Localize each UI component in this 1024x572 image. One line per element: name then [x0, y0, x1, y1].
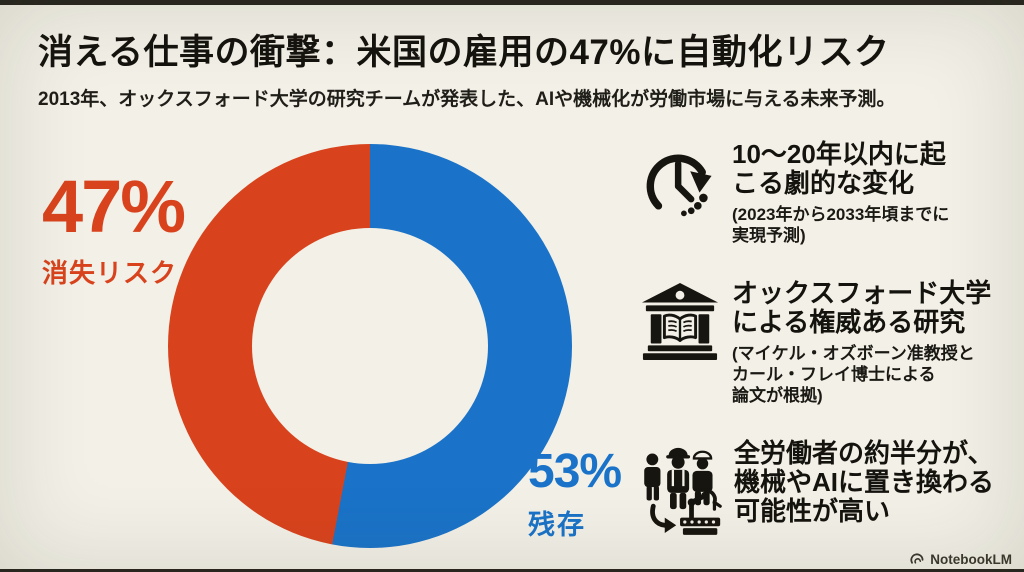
- university-building-icon: [638, 279, 722, 361]
- fact-workers-title-line1: 全労働者の約半分が、: [734, 438, 994, 468]
- fact-timeframe-sub-line2: 実現予測): [732, 226, 806, 246]
- notebooklm-logo-icon: [910, 553, 924, 564]
- fact-workers-title-line2: 機械やAIに置き換わる: [734, 467, 995, 498]
- fact-oxford-sub-line2: カール・フレイ博士による: [732, 365, 936, 385]
- watermark-label: NotebookLM: [930, 552, 1012, 567]
- fact-oxford-research: オックスフォード大学 による権威ある研究 (マイケル・オズボーン准教授と カール…: [638, 278, 1024, 406]
- clock-arrow-icon: [638, 140, 722, 228]
- fact-workers-replaced: 全労働者の約半分が、 機械やAIに置き換わる 可能性が高い: [638, 438, 1024, 535]
- fact-oxford-sub-line1: (マイケル・オズボーン准教授と: [732, 344, 975, 364]
- risk-value: 47%: [42, 165, 186, 248]
- fact-workers-title-line3: 可能性が高い: [734, 496, 891, 527]
- fact-timeframe-sub-line1: (2023年から2033年頃までに: [732, 205, 950, 225]
- remain-callout: 53% 残存: [528, 445, 622, 542]
- top-edge-bar: [0, 0, 1024, 5]
- risk-callout: 47% 消失リスク: [42, 165, 186, 290]
- remain-caption: 残存: [528, 510, 586, 540]
- remain-value: 53%: [528, 445, 622, 498]
- donut-chart: [168, 144, 572, 548]
- page-title: 消える仕事の衝撃：米国の雇用の47%に自動化リスク: [38, 33, 890, 72]
- donut-hole: [252, 228, 488, 464]
- risk-caption: 消失リスク: [42, 258, 178, 288]
- notebooklm-watermark: NotebookLM: [910, 552, 1012, 567]
- fact-timeframe-title-line1: 10〜20年以内に起: [732, 139, 946, 169]
- fact-oxford-title-line2: による権威ある研究: [732, 307, 966, 338]
- fact-timeframe-title-line2: こる劇的な変化: [732, 168, 915, 199]
- bottom-edge-bar: [0, 569, 1024, 572]
- fact-oxford-text: オックスフォード大学 による権威ある研究 (マイケル・オズボーン准教授と カール…: [732, 278, 992, 406]
- fact-workers-text: 全労働者の約半分が、 機械やAIに置き換わる 可能性が高い: [734, 438, 995, 527]
- page-subtitle: 2013年、オックスフォード大学の研究チームが発表した、AIや機械化が労働市場に…: [38, 89, 896, 110]
- fact-oxford-title-line1: オックスフォード大学: [732, 278, 992, 308]
- fact-oxford-sub-line3: 論文が根拠): [732, 386, 823, 406]
- fact-timeframe-text: 10〜20年以内に起 こる劇的な変化 (2023年から2033年頃までに 実現予…: [732, 139, 950, 246]
- workers-automation-icon: [638, 439, 724, 535]
- fact-timeframe: 10〜20年以内に起 こる劇的な変化 (2023年から2033年頃までに 実現予…: [638, 139, 1024, 246]
